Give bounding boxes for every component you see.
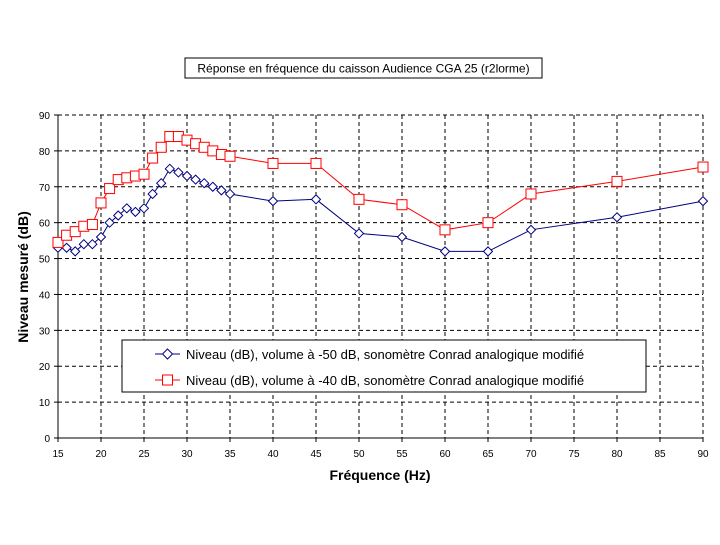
data-point-series-1 bbox=[310, 194, 322, 205]
data-point-series-2 bbox=[95, 197, 107, 209]
data-point-series-1 bbox=[190, 174, 201, 185]
y-tick-label: 0 bbox=[44, 434, 50, 445]
data-point-series-2 bbox=[104, 183, 116, 195]
data-point-series-1 bbox=[482, 246, 494, 257]
data-point-series-2 bbox=[155, 141, 167, 153]
x-tick-label: 40 bbox=[267, 449, 279, 460]
data-point-series-2 bbox=[224, 150, 236, 162]
data-point-series-1 bbox=[216, 185, 227, 196]
data-point-series-2 bbox=[482, 217, 494, 229]
data-point-series-2 bbox=[525, 188, 537, 200]
x-tick-label: 55 bbox=[396, 449, 408, 460]
x-tick-label: 85 bbox=[654, 449, 666, 460]
y-tick-label: 90 bbox=[39, 111, 51, 122]
y-tick-label: 50 bbox=[39, 255, 51, 266]
data-point-series-2 bbox=[697, 161, 709, 173]
x-tick-label: 75 bbox=[568, 449, 580, 460]
y-tick-label: 20 bbox=[39, 362, 51, 373]
data-point-series-1 bbox=[104, 217, 115, 228]
axes-layer: 0 10 20 30 40 50 60 70 80 90 15 20 25 30 35 40 45 50 55 60 6… bbox=[39, 111, 709, 460]
data-point-series-1 bbox=[181, 170, 193, 182]
x-tick-label: 90 bbox=[697, 449, 709, 460]
data-point-series-2 bbox=[396, 199, 408, 211]
x-tick-label: 60 bbox=[439, 449, 451, 460]
data-point-series-2 bbox=[439, 224, 451, 236]
data-point-series-1 bbox=[69, 246, 81, 257]
x-tick-label: 15 bbox=[52, 449, 64, 460]
data-point-series-2 bbox=[267, 157, 279, 169]
series-layer bbox=[52, 131, 709, 257]
x-tick-label: 45 bbox=[310, 449, 322, 460]
legend-entry-series-1: Niveau (dB), volume à -50 dB, sonomètre … bbox=[155, 347, 584, 362]
y-tick-label: 60 bbox=[39, 219, 51, 230]
data-point-series-1 bbox=[697, 195, 709, 207]
x-tick-label: 50 bbox=[353, 449, 365, 460]
data-point-series-1 bbox=[525, 224, 537, 236]
data-point-series-1 bbox=[147, 188, 158, 200]
series-line-1 bbox=[58, 168, 704, 252]
data-point-series-1 bbox=[61, 242, 72, 253]
data-point-series-2 bbox=[611, 175, 623, 187]
data-point-series-1 bbox=[138, 203, 150, 214]
legend-swatch-marker bbox=[161, 348, 174, 360]
data-point-series-1 bbox=[173, 167, 184, 178]
data-point-series-1 bbox=[112, 210, 124, 221]
chart-title-box bbox=[184, 57, 543, 79]
legend-label-series-2: Niveau (dB), volume à -40 dB, sonomètre … bbox=[186, 373, 584, 388]
data-point-series-1 bbox=[78, 238, 90, 250]
legend-box bbox=[121, 339, 647, 393]
legend: Niveau (dB), volume à -50 dB, sonomètre … bbox=[121, 339, 647, 393]
data-point-series-1 bbox=[224, 188, 236, 200]
x-tick-label: 70 bbox=[525, 449, 537, 460]
chart-title: Réponse en fréquence du caisson Audience… bbox=[197, 62, 529, 76]
series-line-2 bbox=[57, 136, 704, 243]
data-point-series-1 bbox=[121, 203, 133, 214]
data-point-series-1 bbox=[95, 231, 107, 243]
x-tick-label: 80 bbox=[611, 449, 623, 460]
x-tick-label: 20 bbox=[95, 449, 107, 460]
x-tick-label: 25 bbox=[138, 449, 150, 460]
data-point-series-1 bbox=[207, 181, 219, 192]
data-point-series-2 bbox=[138, 168, 150, 180]
legend-swatch-marker bbox=[162, 374, 173, 386]
data-point-series-1 bbox=[155, 177, 167, 189]
x-axis-label: Fréquence (Hz) bbox=[329, 467, 430, 483]
data-point-series-1 bbox=[396, 231, 408, 243]
y-tick-label: 70 bbox=[39, 183, 51, 194]
y-axis-label: Niveau mesuré (dB) bbox=[15, 211, 31, 342]
data-point-series-1 bbox=[439, 246, 451, 257]
data-point-series-1 bbox=[164, 163, 176, 175]
data-point-series-2 bbox=[52, 236, 64, 248]
data-point-series-1 bbox=[87, 238, 98, 250]
y-tick-label: 80 bbox=[39, 147, 51, 158]
x-tick-label: 30 bbox=[181, 449, 193, 460]
y-tick-label: 30 bbox=[39, 326, 51, 337]
data-point-series-1 bbox=[198, 177, 210, 189]
data-point-series-1 bbox=[611, 212, 623, 223]
data-point-series-1 bbox=[130, 206, 141, 218]
data-point-series-1 bbox=[267, 195, 279, 207]
legend-label-series-1: Niveau (dB), volume à -50 dB, sonomètre … bbox=[186, 347, 584, 362]
data-point-series-2 bbox=[310, 157, 322, 169]
data-point-series-2 bbox=[86, 218, 98, 230]
y-tick-label: 40 bbox=[39, 290, 51, 301]
x-tick-label: 35 bbox=[224, 449, 236, 460]
y-tick-label: 10 bbox=[39, 398, 51, 409]
data-point-series-1 bbox=[353, 228, 365, 239]
data-point-series-2 bbox=[353, 193, 365, 205]
legend-entry-series-2: Niveau (dB), volume à -40 dB, sonomètre … bbox=[155, 373, 584, 388]
x-tick-label: 65 bbox=[482, 449, 494, 460]
data-point-series-2 bbox=[147, 152, 159, 164]
